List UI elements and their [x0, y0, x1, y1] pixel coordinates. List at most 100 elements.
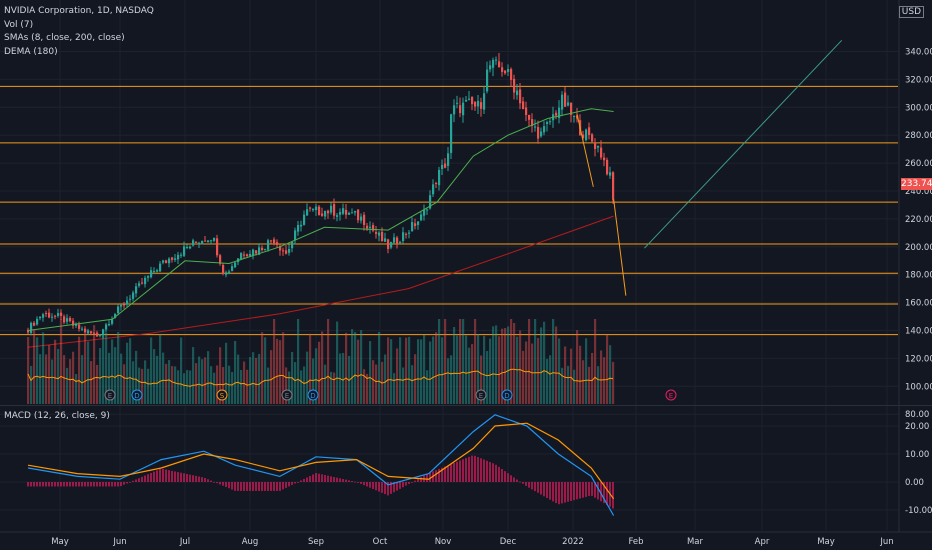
macd-histogram-bar: [102, 482, 104, 487]
volume-bar: [264, 337, 267, 404]
macd-histogram-bar: [291, 482, 293, 485]
macd-histogram-bar: [336, 477, 338, 482]
macd-histogram-bar: [384, 482, 386, 495]
candle-body: [351, 212, 354, 214]
candle-body: [186, 246, 189, 248]
candle-body: [612, 172, 615, 200]
event-marker-label: D: [134, 392, 139, 400]
volume-bar: [588, 366, 591, 404]
macd-histogram-bar: [270, 482, 272, 491]
event-marker[interactable]: D: [131, 389, 143, 401]
candle-body: [159, 263, 162, 272]
candle-body: [201, 240, 204, 245]
macd-histogram-bar: [543, 482, 545, 497]
volume-bar: [198, 356, 201, 404]
volume-bar: [405, 337, 408, 404]
pane-separator[interactable]: [0, 405, 932, 406]
candle-body: [273, 239, 276, 244]
volume-bar: [450, 355, 453, 404]
macd-legend[interactable]: MACD (12, 26, close, 9): [4, 411, 110, 421]
candle-body: [48, 312, 51, 318]
volume-bar: [60, 319, 63, 404]
candle-body: [195, 241, 198, 243]
candle-body: [372, 225, 375, 231]
macd-histogram-bar: [591, 482, 593, 496]
candle-body: [477, 100, 480, 107]
macd-histogram-bar: [75, 482, 77, 487]
macd-histogram-bar: [564, 482, 566, 503]
candle-body: [435, 182, 438, 184]
event-marker[interactable]: D: [501, 389, 513, 401]
macd-histogram-bar: [90, 482, 92, 487]
sma-legend[interactable]: SMAs (8, close, 200, close): [4, 33, 125, 43]
macd-line: [27, 414, 615, 516]
macd-histogram-bar: [441, 467, 443, 482]
macd-histogram-bar: [99, 482, 101, 487]
volume-bar: [180, 337, 183, 404]
macd-histogram-bar: [69, 482, 71, 487]
volume-bar: [126, 342, 129, 404]
macd-histogram-bar: [252, 482, 254, 491]
volume-bar: [87, 341, 90, 404]
event-marker[interactable]: E: [104, 389, 116, 401]
volume-bar: [318, 341, 321, 404]
volume-bar: [420, 339, 423, 404]
macd-histogram-bar: [237, 482, 239, 491]
candle-body: [348, 212, 351, 215]
candle-body: [105, 324, 108, 330]
event-marker[interactable]: E: [665, 389, 677, 401]
candle-body: [456, 102, 459, 104]
macd-histogram-bar: [153, 471, 155, 482]
macd-histogram-bar: [504, 471, 506, 482]
macd-histogram-bar: [63, 482, 65, 487]
event-marker[interactable]: E: [281, 389, 293, 401]
candle-body: [465, 99, 468, 102]
symbol-legend[interactable]: NVIDIA Corporation, 1D, NASDAQ: [4, 6, 154, 16]
event-marker[interactable]: E: [475, 389, 487, 401]
volume-bar: [48, 345, 51, 404]
event-marker[interactable]: D: [307, 389, 319, 401]
sma-200-line: [27, 215, 614, 348]
candle-body: [99, 334, 102, 336]
event-marker[interactable]: S: [216, 389, 228, 401]
dema-legend[interactable]: DEMA (180): [4, 47, 58, 57]
candle-body: [294, 230, 297, 241]
volume-bar: [243, 361, 246, 404]
macd-histogram-bar: [78, 482, 80, 487]
currency-label[interactable]: USD: [898, 6, 924, 18]
macd-histogram-bar: [282, 482, 284, 490]
candle-body: [531, 119, 534, 127]
candle-body: [441, 164, 444, 169]
volume-legend[interactable]: Vol (7): [4, 20, 34, 30]
candle-body: [72, 320, 75, 326]
candle-body: [252, 249, 255, 256]
volume-bar: [57, 348, 60, 404]
event-marker-label: S: [220, 392, 225, 400]
macd-histogram-bar: [438, 468, 440, 482]
sma-8-line: [27, 108, 614, 331]
price-tick-label: 200.00: [905, 243, 932, 253]
macd-histogram-bar: [330, 476, 332, 482]
volume-bar: [96, 364, 99, 404]
volume-bar: [75, 373, 78, 404]
volume-bar: [213, 372, 216, 404]
volume-bar: [249, 357, 252, 404]
volume-bar: [468, 347, 471, 404]
volume-bar: [189, 370, 192, 404]
candle-body: [540, 131, 543, 137]
macd-histogram-bar: [273, 482, 275, 491]
macd-histogram: [27, 455, 614, 509]
volume-bar: [39, 354, 42, 404]
macd-histogram-bar: [477, 457, 479, 482]
macd-histogram-bar: [462, 459, 464, 482]
candle-body: [537, 127, 540, 139]
volume-bar: [546, 358, 549, 404]
candle-body: [387, 239, 390, 250]
macd-histogram-bar: [525, 482, 527, 486]
volume-bar: [30, 365, 33, 404]
volume-bar: [276, 338, 279, 404]
macd-histogram-bar: [429, 472, 431, 482]
candle-body: [483, 93, 486, 110]
candle-body: [396, 237, 399, 244]
